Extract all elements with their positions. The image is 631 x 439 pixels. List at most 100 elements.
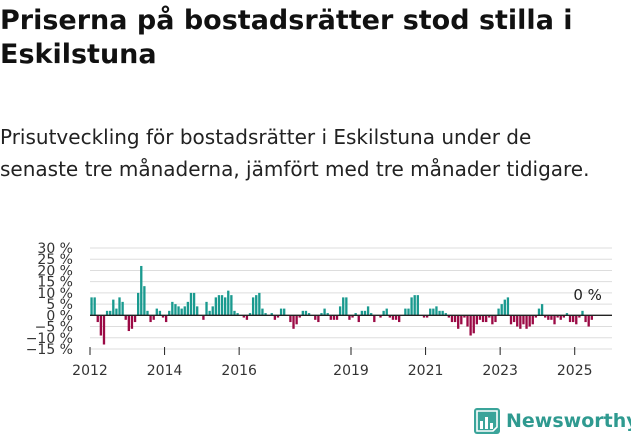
bar — [270, 313, 273, 316]
bar — [342, 297, 345, 316]
bar — [323, 308, 326, 316]
bar — [351, 315, 354, 318]
bar — [394, 315, 398, 320]
x-tick-label: 2023 — [482, 363, 518, 376]
bar — [158, 310, 162, 316]
latest-value-annotation: 0 % — [573, 286, 602, 304]
bar — [279, 308, 283, 316]
bar — [453, 315, 457, 323]
bar — [345, 297, 348, 316]
bar — [472, 315, 475, 334]
bar — [460, 315, 463, 325]
y-tick-label: 5 % — [46, 297, 73, 313]
bar — [251, 297, 255, 316]
bar — [516, 315, 519, 327]
bar — [435, 306, 438, 316]
x-tick-label: 2021 — [408, 363, 444, 376]
brand-name: Newsworthy — [506, 410, 631, 432]
x-tick-label: 2014 — [147, 363, 183, 376]
y-tick-label: 30 % — [37, 241, 73, 257]
bar — [196, 306, 199, 316]
bar — [497, 308, 500, 316]
bar — [357, 315, 360, 323]
bar — [155, 308, 158, 316]
bar — [447, 315, 451, 318]
y-tick-label: 0 % — [46, 308, 73, 324]
bar — [236, 313, 239, 316]
bar — [547, 315, 550, 320]
bar-chart: −15 %−10 %−5 %0 %5 %10 %15 %20 %25 %30 %… — [26, 241, 612, 376]
bar — [314, 315, 317, 320]
bar — [463, 315, 466, 318]
bar — [466, 315, 469, 327]
bar — [192, 292, 196, 316]
bar — [149, 315, 152, 323]
bar — [227, 290, 230, 316]
bar — [360, 310, 364, 316]
bar — [220, 295, 224, 316]
bar — [289, 315, 292, 323]
bar — [171, 301, 174, 316]
bar — [161, 315, 165, 318]
bar — [469, 315, 472, 336]
bar — [398, 315, 401, 323]
bar — [568, 315, 572, 323]
y-tick-label: 20 % — [37, 263, 73, 279]
bar — [96, 315, 99, 323]
bar — [317, 315, 320, 323]
bar — [488, 315, 491, 318]
bar — [261, 308, 264, 316]
x-tick-label: 2025 — [557, 363, 593, 376]
brand[interactable]: Newsworthy — [474, 406, 631, 436]
bar — [425, 315, 429, 318]
bar — [276, 315, 280, 318]
y-tick-label: −5 % — [35, 320, 73, 336]
bar — [115, 308, 118, 316]
bar — [230, 295, 233, 316]
bar — [152, 315, 155, 320]
bar — [105, 310, 109, 316]
bar — [183, 306, 186, 316]
bar — [338, 306, 342, 316]
bar — [410, 297, 413, 316]
bar — [255, 295, 258, 316]
bar — [491, 315, 494, 325]
bar — [258, 292, 261, 316]
bar — [432, 308, 435, 316]
bar — [304, 310, 308, 316]
bar — [298, 315, 301, 318]
bar — [413, 295, 416, 316]
bar — [525, 315, 528, 329]
bar — [140, 265, 143, 316]
bar — [180, 308, 183, 316]
bar — [248, 313, 252, 316]
bar — [565, 313, 569, 316]
bar — [457, 315, 460, 329]
bar — [550, 315, 553, 320]
bar — [509, 315, 513, 325]
bar — [388, 315, 391, 318]
bar — [512, 315, 516, 323]
bar — [292, 315, 295, 329]
bar — [382, 310, 385, 316]
bar — [475, 315, 478, 325]
bar — [575, 315, 578, 325]
bar — [177, 306, 180, 316]
bar — [164, 315, 168, 323]
x-tick-label: 2012 — [72, 363, 108, 376]
bar — [205, 301, 208, 316]
bar — [544, 315, 547, 318]
bar — [99, 315, 103, 336]
bar — [553, 315, 556, 325]
newsworthy-logo-icon — [474, 408, 500, 434]
bar — [186, 301, 190, 316]
bar — [590, 315, 593, 320]
bar — [519, 315, 522, 329]
bar — [329, 315, 332, 320]
bar — [556, 315, 559, 318]
bar — [363, 310, 367, 316]
bar — [366, 306, 370, 316]
bar — [540, 304, 544, 316]
bar — [174, 304, 177, 316]
bar — [584, 315, 587, 323]
